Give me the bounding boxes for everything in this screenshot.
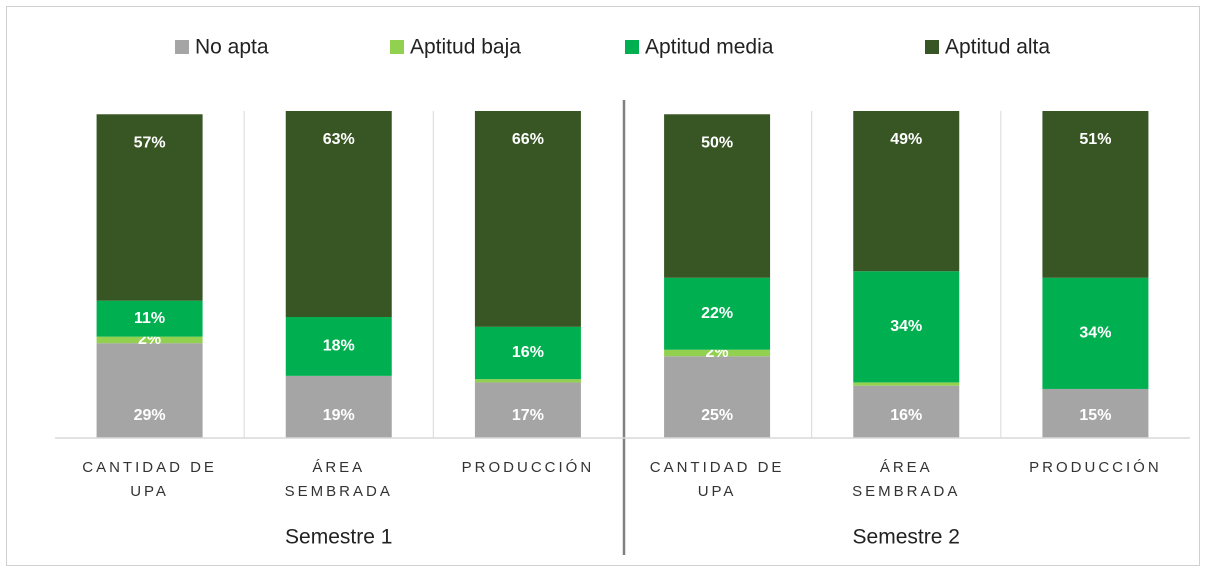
legend-swatch [175,40,189,54]
data-label: 63% [323,131,355,148]
x-tick-label: ÁREA SEMBRADA [285,459,393,500]
data-label: 29% [134,407,166,424]
legend-label: Aptitud alta [945,36,1050,59]
bar-segment [664,356,771,438]
bar-segment [474,326,581,380]
x-tick-label: ÁREA SEMBRADA [852,459,960,500]
bar-segment [664,349,771,357]
bar-segment [474,111,581,327]
bar-segment [1042,111,1149,278]
data-label: 49% [890,131,922,148]
data-label: 16% [512,344,544,361]
data-label: 18% [323,338,355,355]
x-tick-label: PRODUCCIÓN [462,459,595,476]
legend-swatch [625,40,639,54]
bar-segment [664,277,771,350]
legend-label: No apta [195,36,269,59]
data-label: 25% [701,407,733,424]
bar-segment [96,300,203,337]
data-label: 15% [1079,407,1111,424]
bar-segment [853,385,960,438]
data-label: 34% [890,318,922,335]
data-label: 51% [1079,131,1111,148]
x-tick-label: CANTIDAD DE UPA [82,459,217,500]
bar-segment [1042,388,1149,438]
x-tick-label: PRODUCCIÓN [1029,459,1162,476]
bar-segment [96,114,203,301]
group-label: Semestre 1 [285,526,392,549]
group-label: Semestre 2 [853,526,960,549]
legend-swatch [390,40,404,54]
bar-segment [853,111,960,272]
data-label: 34% [1079,325,1111,342]
bar-segment [1042,277,1149,389]
bar-segment [853,382,960,386]
bar-segment [96,343,203,438]
data-label: 50% [701,134,733,151]
data-label: 11% [134,310,165,327]
bar-segment [285,375,392,438]
bar-segment [474,379,581,383]
data-label: 17% [512,407,544,424]
bar-segment [474,382,581,438]
bar-segment [664,114,771,278]
data-label: 66% [512,131,544,148]
bar-segment [96,336,203,344]
data-label: 16% [890,407,922,424]
legend-label: Aptitud media [645,36,774,59]
data-label: 22% [701,305,733,322]
data-label: 57% [134,134,166,151]
data-label: 19% [323,407,355,424]
bar-segment [285,317,392,376]
bar-segment [853,271,960,383]
bar-segment [285,111,392,318]
legend-label: Aptitud baja [410,36,521,59]
legend-swatch [925,40,939,54]
x-tick-label: CANTIDAD DE UPA [650,459,785,500]
